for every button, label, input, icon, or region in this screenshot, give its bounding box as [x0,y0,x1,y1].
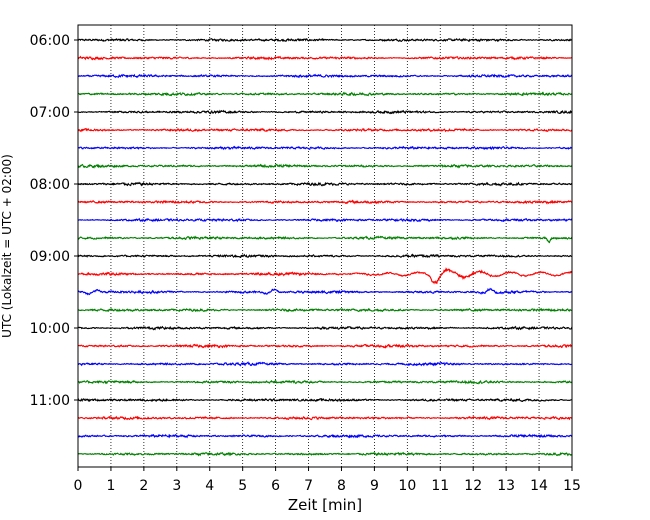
seismogram-trace [77,91,573,97]
seismogram-trace [77,397,573,403]
x-axis: 0 1 2 3 4 5 6 7 8 9 10 11 12 13 14 15 [74,467,581,494]
x-tick-label: 10 [398,478,416,494]
y-tick-label: 11:00 [30,393,70,409]
seismogram-trace [77,181,573,187]
seismogram-trace [77,55,573,61]
seismogram-trace [77,361,573,367]
seismogram-trace [77,145,573,151]
seismogram-trace [77,73,573,79]
seismogram-trace [77,451,573,457]
x-tick-label: 8 [337,478,346,494]
y-tick-label: 09:00 [30,249,70,265]
y-tick-label: 07:00 [30,105,70,121]
x-tick-label: 7 [304,478,313,494]
seismogram-trace [77,287,573,296]
x-tick-label: 11 [431,478,449,494]
x-tick-label: 6 [271,478,280,494]
y-axis: 06:00 07:00 08:00 09:00 10:00 11:00 [30,33,78,409]
plot-frame [77,24,573,468]
x-tick-label: 2 [139,478,148,494]
y-tick-label: 08:00 [30,177,70,193]
x-tick-label: 9 [370,478,379,494]
seismogram-trace [77,217,573,223]
seismogram-trace [77,433,573,439]
x-tick-label: 3 [172,478,181,494]
x-tick-label: 12 [464,478,482,494]
seismogram-trace [77,325,573,331]
trace-group [77,37,573,457]
seismogram-trace [77,235,573,244]
x-tick-label: 14 [530,478,548,494]
seismogram-trace [77,253,573,259]
x-tick-label: 5 [238,478,247,494]
x-tick-label: 0 [74,478,83,494]
seismogram-trace [77,307,573,313]
seismogram-trace [77,343,573,349]
seismogram-trace [77,266,573,285]
x-tick-label: 13 [497,478,515,494]
seismogram-trace [77,199,573,205]
seismogram-trace [77,109,573,115]
seismogram-trace [77,379,573,385]
seismogram-trace [77,415,573,421]
x-tick-label: 4 [205,478,214,494]
y-tick-label: 06:00 [30,33,70,49]
x-tick-label: 1 [106,478,115,494]
seismogram-trace [77,127,573,133]
x-tick-label: 15 [563,478,581,494]
x-axis-label: Zeit [min] [288,496,362,514]
seismogram-trace [77,163,573,169]
seismogram-trace [77,37,573,43]
y-tick-label: 10:00 [30,321,70,337]
y-axis-label: UTC (Lokalzeit = UTC + 02:00) [0,154,14,338]
